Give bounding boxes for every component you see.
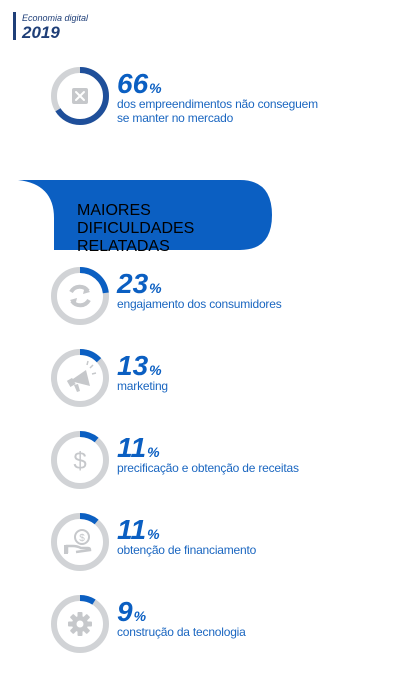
banner-title: MAIORES DIFICULDADES RELATADAS: [77, 202, 257, 256]
banner-line2: RELATADAS: [77, 238, 170, 255]
difficulty-percent: %: [149, 362, 162, 378]
difficulty-number: 13: [117, 350, 149, 381]
svg-text:$: $: [73, 448, 86, 475]
difficulty-label: marketing: [117, 379, 168, 393]
difficulty-item: 13% marketing: [50, 348, 390, 410]
difficulty-value: 11%: [117, 516, 160, 548]
difficulty-ring: [51, 349, 109, 407]
header-subtitle: Economia digital: [22, 13, 89, 23]
money-hand-icon: $: [64, 529, 92, 554]
difficulty-label: precificação e obtenção de receitas: [117, 461, 299, 475]
difficulty-number: 23: [117, 268, 149, 299]
difficulty-percent: %: [149, 280, 162, 296]
megaphone-icon: [66, 360, 97, 392]
headline-ring: [51, 67, 109, 125]
difficulty-number: 11: [117, 514, 147, 545]
gear-icon: [68, 612, 92, 636]
difficulty-ring-arc: [51, 513, 109, 571]
headline-description: dos empreendimentos não conseguem se man…: [117, 97, 318, 125]
difficulty-item: $11% precificação e obtenção de receitas: [50, 430, 390, 492]
refresh-icon: [69, 284, 91, 308]
headline-description-line1: dos empreendimentos não conseguem: [117, 97, 318, 111]
difficulty-ring: [51, 595, 109, 653]
difficulty-label: obtenção de financiamento: [117, 543, 257, 557]
x-box-icon: [72, 88, 88, 104]
headline-description-line2: se manter no mercado: [117, 111, 234, 125]
difficulty-item: 23% engajamento dos consumidores: [50, 266, 390, 328]
headline-value: 66%: [117, 70, 162, 102]
difficulty-ring-arc: [51, 431, 109, 489]
difficulty-item: $11% obtenção de financiamento: [50, 512, 390, 574]
headline-stat: 66% dos empreendimentos não conseguem se…: [50, 66, 390, 128]
difficulty-label: engajamento dos consumidores: [117, 297, 282, 311]
difficulty-ring-arc: [51, 349, 109, 407]
banner-line1: MAIORES DIFICULDADES: [77, 202, 195, 237]
difficulty-number: 9: [117, 596, 133, 627]
header-year: 2019: [22, 23, 60, 42]
svg-text:$: $: [79, 533, 85, 544]
difficulty-value: 11%: [117, 434, 160, 466]
dollar-icon: $: [73, 448, 86, 475]
headline-ring-arc: [51, 67, 109, 125]
difficulty-percent: %: [147, 526, 160, 542]
difficulty-value: 13%: [117, 352, 162, 384]
headline-percent: %: [149, 80, 162, 96]
headline-number: 66: [117, 68, 149, 99]
difficulty-percent: %: [147, 444, 160, 460]
difficulty-number: 11: [117, 432, 147, 463]
difficulty-ring: $: [51, 431, 109, 489]
difficulty-label: construção da tecnologia: [117, 625, 246, 639]
difficulty-percent: %: [133, 608, 147, 624]
difficulty-item: 9% construção da tecnologia: [50, 594, 390, 656]
difficulty-value: 23%: [117, 270, 162, 302]
difficulty-ring: $: [51, 513, 109, 571]
difficulty-value: 9%: [117, 598, 146, 630]
difficulty-ring-arc: [51, 267, 109, 325]
difficulty-ring: [51, 267, 109, 325]
header: Economia digital 2019: [13, 12, 89, 42]
banner-shape: [18, 180, 272, 250]
difficulty-ring-arc: [51, 595, 109, 653]
